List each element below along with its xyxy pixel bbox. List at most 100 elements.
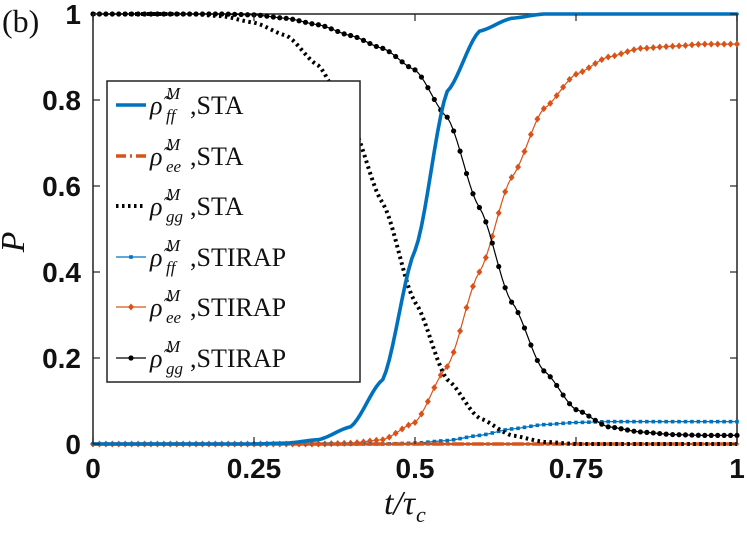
series-5-point [515,309,521,316]
series-4-point [128,303,134,311]
series-4-point [521,148,528,156]
series-5-point [335,28,341,35]
series-5-point [734,432,740,438]
series-5-point [689,432,695,438]
series-4-point [721,40,728,48]
series-3-point [670,419,675,424]
legend-label: ,STA [190,91,244,120]
legend-subscript: ff [166,106,178,125]
series-3-point [477,433,482,438]
series-4-point [592,59,599,67]
series-4-point [405,421,412,429]
legend-box [106,80,361,383]
series-5-point [502,285,508,291]
series-4-point [508,173,515,181]
series-5-point [637,429,644,435]
series-5-point [599,421,605,427]
series-3-point [561,421,565,426]
y-tick-label: 0.4 [42,257,81,288]
series-4-point [469,282,476,290]
series-3-point [735,419,739,424]
series-5-point [715,432,721,438]
y-tick-label: 1 [65,0,81,30]
series-5-point [650,430,656,436]
series-4-point [624,48,631,56]
series-3-point [587,420,591,424]
series-5-point [322,23,328,29]
series-4-point [379,436,386,444]
series-3-point [535,423,540,428]
legend-superscript: M [165,185,181,204]
series-5-point [708,432,714,438]
series-5-point [238,11,244,18]
series-5-point [657,430,663,437]
series-5-point [328,26,334,32]
legend-label: ,STIRAP [190,293,286,322]
series-4-point [431,384,438,392]
series-3-point [606,419,610,424]
series-5-point [244,12,251,18]
series-5-point [264,13,270,19]
series-4-point [437,371,444,379]
series-4-point [412,419,418,426]
series-3-point [516,426,520,431]
series-5-point [727,432,734,438]
series-3-point [657,419,662,424]
series-3-point [567,421,572,425]
series-5-point [534,357,540,364]
series-5-point [373,43,379,50]
series-4-point [630,46,637,54]
series-3-point [426,440,430,444]
x-tick-label: 0.5 [396,453,435,484]
series-5-point [348,32,354,39]
series-5-point [367,40,373,47]
series-4-point [573,70,579,78]
series-5-point [341,31,347,37]
series-5-point [670,431,676,438]
series-5-point [509,299,515,305]
series-5-point [496,263,502,270]
series-4-point [598,56,605,64]
series-4-point [502,188,509,196]
series-5-point [586,413,592,419]
svg-text:t/τ: t/τ [384,485,417,522]
series-5-point [399,59,405,65]
series-3-point [542,422,546,427]
series-4-point [373,436,380,444]
legend-label: ,STIRAP [190,243,286,272]
series-3-point [471,434,475,438]
y-axis-title: P [0,232,32,254]
legend-subscript: ff [166,258,178,277]
series-5-point [579,409,586,415]
series-5-point [277,15,283,21]
x-axis-title-sub: c [416,502,426,527]
series-5-point [554,382,560,389]
legend-label: ,STIRAP [190,344,286,373]
series-3-point [632,419,636,424]
series-4-point [727,40,734,48]
series-5-point [721,432,727,438]
legend-subscript: gg [166,359,183,378]
series-5-point [592,417,598,423]
series-4-point [676,42,683,50]
series-4-point [656,43,663,51]
series-5-point [451,128,457,134]
series-4-point [579,68,586,76]
series-5-point [476,204,482,211]
series-4-point [618,50,625,58]
series-4-point [663,43,670,51]
series-5-point [354,34,360,41]
series-4-point [708,40,715,48]
series-5-point [612,424,618,431]
series-3-point [664,419,668,424]
series-5-point [676,432,682,438]
series-5-point [682,432,689,438]
series-4-point [457,327,464,335]
series-5-point [663,431,669,437]
series-5-point [302,19,309,25]
series-5-point [257,12,264,18]
series-5-point [489,240,495,246]
series-5-point [380,45,386,52]
series-4-point [605,53,612,61]
